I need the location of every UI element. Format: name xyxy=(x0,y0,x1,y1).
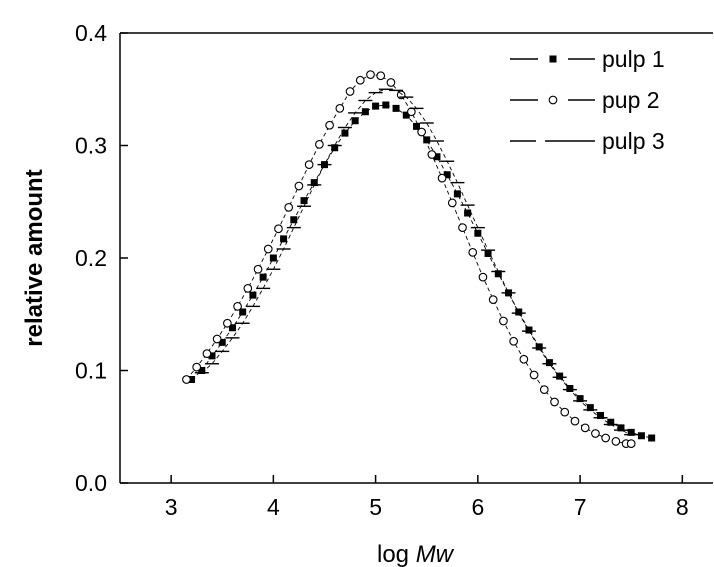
series-1-point xyxy=(352,117,359,124)
series-2-point xyxy=(295,182,303,190)
y-tick-label: 0.0 xyxy=(75,470,107,496)
x-tick-label: 4 xyxy=(267,494,280,520)
series-2-point xyxy=(500,317,508,325)
series-2-point xyxy=(224,319,232,327)
series-2-point xyxy=(448,199,456,207)
legend-item-2: pup 2 xyxy=(510,87,660,113)
x-tick-label: 6 xyxy=(471,494,484,520)
series-2-point xyxy=(418,128,426,136)
series-2-point xyxy=(571,417,579,425)
series-2-point xyxy=(428,151,436,159)
x-tick-label: 8 xyxy=(676,494,689,520)
series-2-point xyxy=(336,105,344,113)
series-1-point xyxy=(464,210,471,217)
series-2-point xyxy=(213,335,221,343)
legend-marker xyxy=(549,96,557,104)
series-2-point xyxy=(612,438,620,446)
series-1-point xyxy=(566,385,573,392)
series-2-point xyxy=(326,121,334,129)
series-1-point xyxy=(648,435,655,442)
series-2-point xyxy=(561,408,569,416)
series-2-point xyxy=(275,225,283,233)
series-1-point xyxy=(249,292,256,299)
legend-label: pup 2 xyxy=(602,87,660,113)
series-2-point xyxy=(408,108,416,116)
series-2-point xyxy=(305,161,313,169)
series-2-point xyxy=(316,141,324,149)
legend: pulp 1 pup 2 pulp 3 xyxy=(510,46,665,154)
series-2-point xyxy=(387,79,395,87)
series-1-point xyxy=(270,255,277,262)
series-1-point xyxy=(341,130,348,137)
series-1-point xyxy=(372,103,379,110)
series-2-point xyxy=(356,76,364,84)
series-1-point xyxy=(382,102,389,109)
x-tick-label: 7 xyxy=(574,494,587,520)
series-2-point xyxy=(541,386,549,394)
series-2-point xyxy=(551,398,559,406)
series-1-point xyxy=(260,274,267,281)
series-2-point xyxy=(193,363,201,371)
series-2-point xyxy=(285,204,293,212)
series-2-point xyxy=(459,224,467,232)
legend-item-1: pulp 1 xyxy=(510,46,665,72)
series-2-point xyxy=(254,265,262,273)
series-2-point xyxy=(244,285,252,293)
series-2-point xyxy=(602,434,610,442)
series-2-point xyxy=(479,273,487,281)
y-tick-label: 0.3 xyxy=(75,133,107,159)
series-2-point xyxy=(581,424,589,432)
series-1-point xyxy=(546,359,553,366)
series-2-point xyxy=(530,371,538,379)
x-tick-label: 5 xyxy=(369,494,382,520)
series-2-point xyxy=(627,440,635,448)
series-1-point xyxy=(280,235,287,242)
series-2-point xyxy=(469,249,477,257)
x-axis-title-plain: log xyxy=(377,541,416,567)
series-2-line xyxy=(187,75,632,444)
legend-item-3: pulp 3 xyxy=(510,128,665,154)
legend-label: pulp 3 xyxy=(602,128,665,154)
series-2-point xyxy=(264,245,272,253)
series-2-point xyxy=(510,337,518,345)
y-axis-title: relative amount xyxy=(21,169,48,346)
series-2-point xyxy=(346,88,354,96)
series-1-point xyxy=(454,190,461,197)
legend-label: pulp 1 xyxy=(602,46,665,72)
series-2-point xyxy=(203,350,211,358)
x-tick-label: 3 xyxy=(165,494,178,520)
series-2-point xyxy=(377,72,385,80)
series-2-point xyxy=(592,430,600,438)
x-axis: 3 4 5 6 7 8 xyxy=(165,475,689,520)
series-2-point xyxy=(489,296,497,304)
legend-marker xyxy=(550,56,557,63)
series-2-point xyxy=(520,355,528,363)
series-1-point xyxy=(301,197,308,204)
y-tick-label: 0.2 xyxy=(75,245,107,271)
series-2-point xyxy=(234,303,242,311)
series-1-point xyxy=(638,432,645,439)
series-2-point xyxy=(438,174,446,182)
x-axis-title-italic: Mw xyxy=(416,541,455,567)
series-1-point xyxy=(515,309,522,316)
series-2-point xyxy=(367,71,375,79)
series-layer xyxy=(183,71,655,448)
y-tick-label: 0.1 xyxy=(75,358,107,384)
series-1-point xyxy=(393,105,400,112)
series-1-point xyxy=(362,108,369,115)
y-tick-label: 0.4 xyxy=(75,20,107,46)
series-2-point xyxy=(183,376,191,384)
x-axis-title: log Mw xyxy=(377,541,455,567)
